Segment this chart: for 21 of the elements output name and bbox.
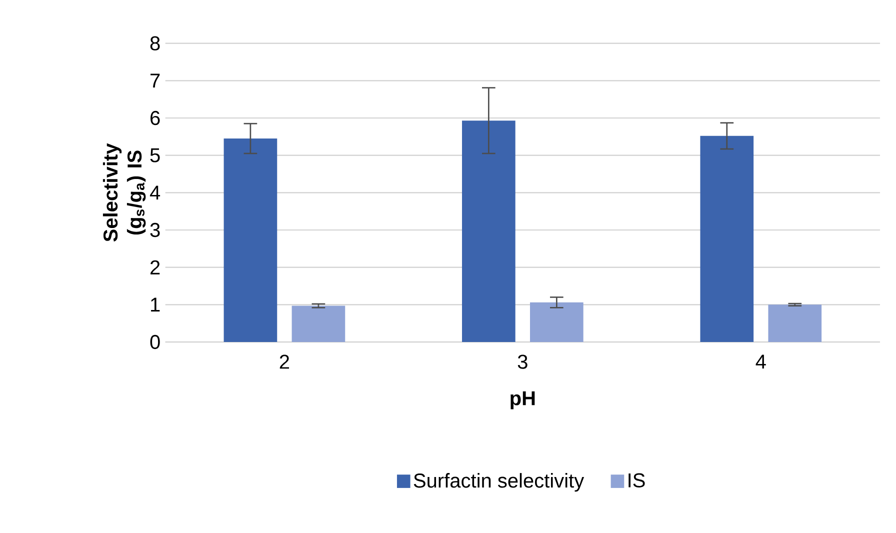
y-tick-label: 7 (150, 74, 160, 88)
x-tick-label: 4 (756, 354, 766, 368)
y-tick-label: 1 (151, 298, 160, 312)
x-tick-label: 2 (280, 354, 290, 369)
y-tick-label: 2 (150, 260, 160, 274)
y-tick-label: 3 (150, 222, 160, 237)
x-axis-title: pH (510, 391, 535, 410)
y-tick-label: 5 (150, 148, 160, 162)
bar (530, 302, 584, 342)
bar (462, 120, 516, 342)
x-tick-label: 3 (518, 354, 528, 369)
y-tick-label: 0 (150, 334, 160, 349)
bar (768, 304, 822, 342)
y-tick-label: 8 (150, 36, 160, 50)
legend-label: IS (628, 473, 645, 488)
y-tick-label: 4 (150, 186, 160, 200)
y-tick-label: 6 (150, 110, 160, 125)
legend-label: Surfactin selectivity (414, 472, 584, 492)
bar (700, 136, 754, 342)
bar (292, 306, 346, 342)
bar (224, 138, 278, 342)
